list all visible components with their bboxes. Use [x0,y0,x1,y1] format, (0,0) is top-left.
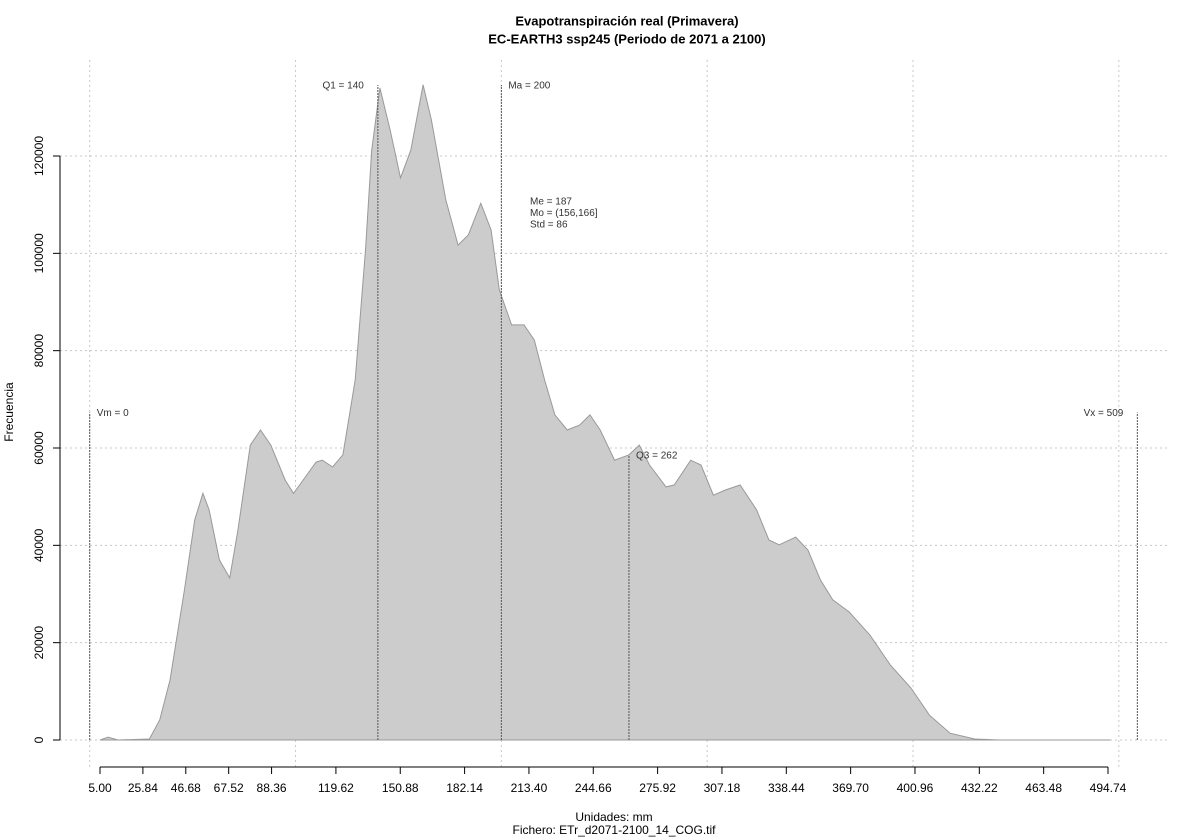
stats-label: Me = 187 [530,197,572,208]
x-tick-label: 5.00 [88,781,112,795]
x-axis-label: Unidades: mm [575,810,652,824]
x-tick-label: 46.68 [171,781,201,795]
x-tick-label: 275.92 [639,781,676,795]
chart-subtitle: EC-EARTH3 ssp245 (Periodo de 2071 a 2100… [488,31,765,46]
x-tick-label: 400.96 [897,781,934,795]
y-tick-label: 20000 [32,626,46,660]
x-tick-label: 432.22 [961,781,998,795]
stats-label: Std = 86 [530,220,568,231]
stats-label: Mo = (156,166] [530,208,598,219]
reference-label: Vx = 509 [1084,408,1124,419]
y-tick-label: 0 [32,736,46,743]
x-tick-label: 182.14 [446,781,483,795]
x-tick-label: 369.70 [832,781,869,795]
x-tick-label: 307.18 [704,781,741,795]
x-tick-label: 244.66 [575,781,612,795]
x-tick-label: 494.74 [1090,781,1127,795]
x-tick-label: 150.88 [382,781,419,795]
y-tick-label: 80000 [32,334,46,368]
x-tick-label: 119.62 [318,781,354,795]
y-tick-label: 60000 [32,431,46,465]
reference-label: Vm = 0 [97,408,129,419]
y-tick-label: 100000 [32,233,46,273]
reference-label: Q1 = 140 [322,81,364,92]
x-tick-label: 463.48 [1025,781,1062,795]
y-tick-label: 120000 [32,136,46,176]
x-tick-label: 338.44 [768,781,805,795]
x-tick-label: 25.84 [128,781,158,795]
y-tick-label: 40000 [32,528,46,562]
chart-title: Evapotranspiración real (Primavera) [515,13,738,28]
x-tick-label: 67.52 [214,781,244,795]
reference-label: Q3 = 262 [636,450,678,461]
x-tick-label: 88.36 [257,781,287,795]
y-axis-label: Frecuencia [2,382,16,442]
x-tick-label: 213.40 [511,781,548,795]
reference-label: Ma = 200 [508,81,550,92]
density-area [99,84,1111,741]
caption: Fichero: ETr_d2071-2100_14_COG.tif [513,823,717,837]
